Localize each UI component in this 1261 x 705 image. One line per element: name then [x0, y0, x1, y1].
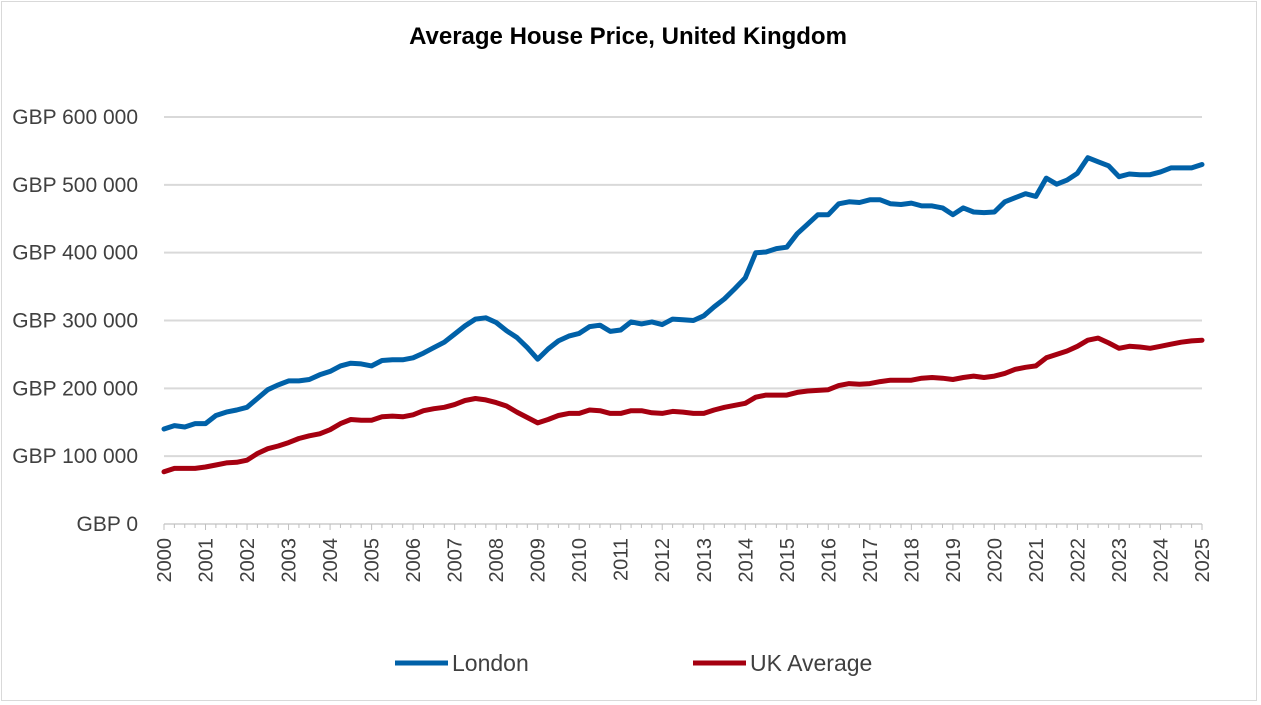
x-tick-label: 2012	[652, 538, 674, 583]
x-tick-label: 2019	[943, 538, 965, 583]
y-tick-label: GBP 300 000	[12, 310, 138, 333]
series-line-london	[161, 155, 1205, 432]
x-tick-label: 2004	[320, 538, 342, 583]
series-line-uk-average	[161, 335, 1205, 475]
x-tick-label: 2001	[196, 538, 218, 583]
chart-title: Average House Price, United Kingdom	[409, 23, 847, 50]
x-tick-label: 2024	[1150, 538, 1172, 583]
x-tick-label: 2008	[486, 538, 508, 583]
y-tick-label: GBP 200 000	[12, 377, 138, 400]
x-tick-label: 2013	[694, 538, 716, 583]
x-tick-label: 2002	[237, 538, 259, 583]
x-tick-label: 2022	[1067, 538, 1089, 583]
x-tick-label: 2021	[1026, 538, 1048, 583]
x-tick-label: 2020	[984, 538, 1006, 583]
x-tick-label: 2003	[279, 538, 301, 583]
y-tick-label: GBP 0	[77, 513, 138, 536]
x-tick-label: 2000	[154, 538, 176, 583]
y-tick-label: GBP 600 000	[12, 106, 138, 129]
x-tick-label: 2005	[362, 538, 384, 583]
x-tick-label: 2025	[1192, 538, 1214, 583]
y-tick-label: GBP 500 000	[12, 174, 138, 197]
x-tick-label: 2014	[735, 538, 757, 583]
x-tick-label: 2010	[569, 538, 591, 583]
x-tick-label: 2018	[901, 538, 923, 583]
x-tick-label: 2006	[403, 538, 425, 583]
x-tick-label: 2007	[445, 538, 467, 583]
x-tick-label: 2009	[528, 538, 550, 583]
x-tick-label: 2017	[860, 538, 882, 583]
legend-label: UK Average	[750, 650, 872, 676]
legend-label: London	[452, 650, 529, 676]
x-tick-label: 2016	[818, 538, 840, 583]
x-tick-label: 2015	[777, 538, 799, 583]
y-tick-label: GBP 400 000	[12, 242, 138, 265]
x-tick-label: 2011	[611, 538, 633, 581]
y-tick-label: GBP 100 000	[12, 445, 138, 468]
x-tick-label: 2023	[1109, 538, 1131, 583]
